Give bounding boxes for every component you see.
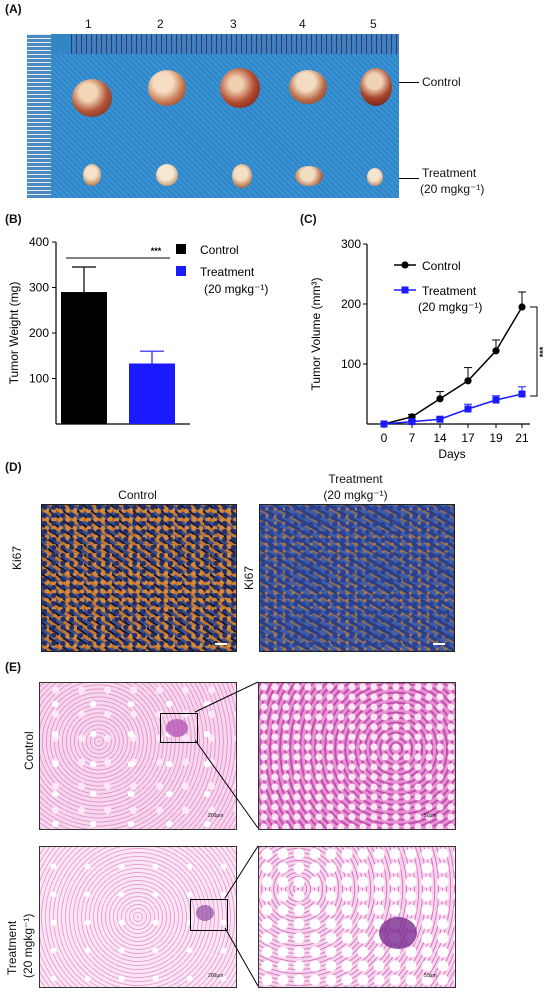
panel-b-label: (B) <box>5 212 22 226</box>
he-row-control: Control <box>22 731 36 770</box>
he-control-high-scale: 50μm <box>424 813 437 819</box>
x-axis-label: Days <box>438 447 465 461</box>
y-tick-label: 200 <box>341 297 361 311</box>
he-row-treatment-dose: (20 mgkg⁻¹) <box>21 913 35 978</box>
data-point-treatment <box>464 405 472 413</box>
he-control-nodule <box>166 719 188 737</box>
legend-label-control: Control <box>200 243 239 257</box>
he-treatment-focus <box>379 917 417 949</box>
panel-a-label: (A) <box>5 2 22 16</box>
data-point-treatment <box>436 415 444 423</box>
x-tick-label: 0 <box>381 431 388 445</box>
ihc-treatment-image <box>259 504 455 652</box>
he-control-low: 200μm <box>39 682 237 830</box>
ihc-treatment-dose: (20 mgkg⁻¹) <box>323 488 388 502</box>
treatment-tumor-3 <box>232 164 252 188</box>
chart-tumor-volume: 100 200 300 0 7 14 17 19 21 Days Tumor Volume (mm³… <box>309 237 548 461</box>
panel-e-label: (E) <box>5 660 21 674</box>
significance-label: *** <box>151 246 162 256</box>
legend-swatch-treatment <box>176 266 186 276</box>
legend-label-control: Control <box>422 259 461 273</box>
y-tick-label: 100 <box>29 372 49 386</box>
y-axis-label: Tumor Weight (mg) <box>7 282 21 385</box>
treatment-tumor-5 <box>367 168 383 186</box>
column-2: 2 <box>157 17 164 31</box>
legend-swatch-control <box>176 244 186 254</box>
data-point-treatment <box>518 390 526 398</box>
significance-label: *** <box>538 346 548 357</box>
treatment-tumor-2 <box>156 164 178 186</box>
x-tick-label: 17 <box>461 431 475 445</box>
control-tumor-4 <box>289 70 327 104</box>
chart-tumor-weight: 100 200 300 400 Tumor Weight (mg) *** Control T… <box>7 235 268 425</box>
x-tick-label: 19 <box>489 431 503 445</box>
control-tumor-1 <box>72 79 112 117</box>
y-axis-label: Tumor Volume (mm³) <box>309 278 323 391</box>
x-tick-label: 14 <box>433 431 447 445</box>
data-point-control <box>436 395 444 403</box>
y-tick-label: 300 <box>341 237 361 251</box>
tumor-photo <box>27 34 399 198</box>
column-4: 4 <box>299 17 306 31</box>
ihc-control-title: Control <box>118 488 157 502</box>
legend-label-treatment-dose: (20 mgkg⁻¹) <box>418 300 482 314</box>
legend-marker-treatment <box>401 286 409 294</box>
he-control-zoom-box <box>160 713 198 743</box>
treatment-row-line <box>399 178 419 179</box>
significance-bracket <box>530 306 538 397</box>
column-5: 5 <box>370 17 377 31</box>
control-tumor-3 <box>220 68 260 108</box>
ruler-vertical <box>27 34 51 198</box>
he-treatment-low: 200μm <box>39 846 237 988</box>
column-3: 3 <box>230 17 237 31</box>
legend-label-treatment: Treatment <box>422 284 477 298</box>
ihc-control-scalebar <box>215 643 227 645</box>
treatment-tumor-1 <box>83 164 101 186</box>
y-tick-label: 400 <box>29 235 49 249</box>
data-point-treatment <box>408 418 416 426</box>
he-treatment-high-scale: 50μm <box>424 973 437 979</box>
panel-c-label: (C) <box>300 212 317 226</box>
treatment-tumor-4 <box>295 166 323 186</box>
data-point-control <box>492 347 500 355</box>
data-point-treatment <box>380 420 388 428</box>
y-tick-label: 100 <box>341 357 361 371</box>
x-tick-label: 7 <box>409 431 416 445</box>
data-point-control <box>464 377 472 385</box>
x-tick-label: 21 <box>515 431 529 445</box>
he-control-high: 50μm <box>258 682 456 830</box>
row-label-treatment: Treatment <box>422 166 477 180</box>
ruler-horizontal <box>71 34 399 54</box>
legend-label-treatment-dose: (20 mgkg⁻¹) <box>204 282 268 296</box>
row-label-treatment-dose: (20 mgkg⁻¹) <box>420 182 485 196</box>
bar-control <box>61 292 107 424</box>
he-control-low-scale: 200μm <box>208 813 224 819</box>
he-row-treatment: Treatment <box>5 920 19 975</box>
legend-marker-control <box>401 261 409 269</box>
legend-label-treatment: Treatment <box>200 265 255 279</box>
column-1: 1 <box>85 17 92 31</box>
row-label-control: Control <box>422 75 461 89</box>
control-tumor-2 <box>148 70 186 106</box>
ihc-treatment-scalebar <box>433 643 445 645</box>
panel-d-label: (D) <box>5 460 22 474</box>
control-row-line <box>399 82 419 83</box>
control-tumor-5 <box>360 68 392 106</box>
series-line-control <box>383 306 523 425</box>
y-tick-label: 200 <box>29 326 49 340</box>
he-treatment-zoom-box <box>190 899 228 931</box>
data-point-control <box>518 303 526 311</box>
bar-treatment <box>129 363 175 424</box>
y-tick-label: 300 <box>29 281 49 295</box>
ihc-control-image <box>41 504 237 652</box>
he-treatment-high: 50μm <box>258 846 456 988</box>
he-treatment-low-scale: 200μm <box>208 973 224 979</box>
series-line-treatment <box>383 393 523 425</box>
ihc-treatment-title: Treatment <box>328 472 383 486</box>
data-point-treatment <box>492 396 500 404</box>
he-treatment-nodule <box>196 905 214 921</box>
